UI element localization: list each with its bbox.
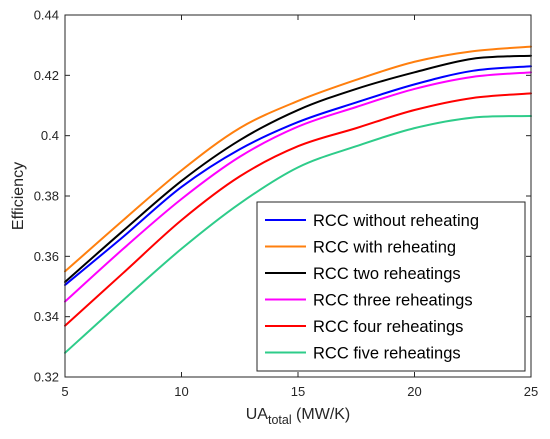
series-line-2 [64,45,532,273]
y-tick-label: 0.4 [41,128,59,143]
series-line-5 [64,92,532,327]
x-tick-label: 5 [61,384,68,399]
y-tick-label: 0.38 [34,189,59,204]
series-line-4 [64,71,532,303]
axes-layer: 5 10 15 20 25 0.32 0.34 0.36 0.38 0.4 0.42 0.44 [34,8,539,400]
series-line-6 [64,115,532,354]
legend-label: RCC with reheating [313,239,456,257]
x-tick-label: 20 [407,384,421,399]
legend-box [256,201,526,372]
legend-label: RCC four reheatings [313,318,463,336]
legend: RCC without reheating RCC with reheating R… [256,201,526,372]
series-layer [64,45,532,354]
series-line-1 [64,65,532,286]
y-axis-label: Efficiency [10,162,27,230]
x-axis-label-main: UA [246,406,269,423]
legend-label: RCC three reheatings [313,292,473,310]
y-tick-label: 0.32 [34,370,59,385]
y-tick-label: 0.44 [34,8,59,23]
y-tick-label: 0.34 [34,309,59,324]
legend-label: RCC without reheating [313,212,479,230]
y-tick-label: 0.42 [34,68,59,83]
x-tick-label: 10 [174,384,188,399]
x-axis-label: UAtotal (MW/K) [246,406,351,427]
x-tick-label: 15 [291,384,305,399]
x-tick-label: 25 [524,384,538,399]
legend-label: RCC two reheatings [313,265,461,283]
legend-label: RCC five reheatings [313,345,461,363]
x-axis-label-unit: (MW/K) [292,406,351,423]
y-tick-label: 0.36 [34,249,59,264]
x-axis-label-subscript: total [268,413,292,427]
series-line-3 [64,54,532,283]
